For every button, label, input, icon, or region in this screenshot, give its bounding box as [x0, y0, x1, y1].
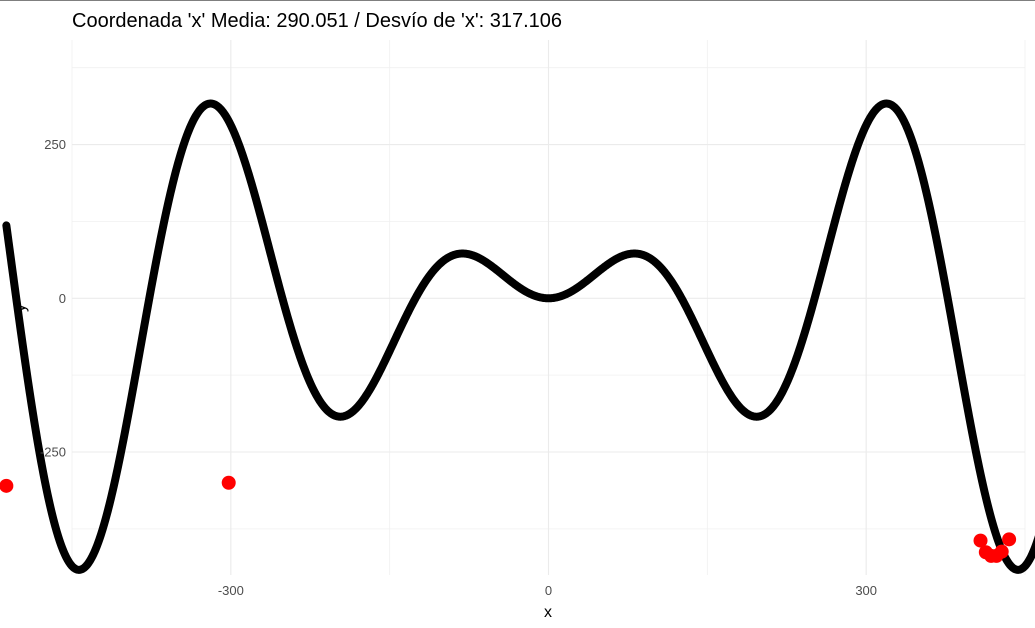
x-tick-labels: -300 0 300	[218, 583, 877, 598]
y-tick-label: 250	[44, 137, 66, 152]
chart-title: Coordenada 'x' Media: 290.051 / Desvío d…	[72, 10, 562, 32]
window-top-border	[0, 0, 1035, 1]
x-tick-label: 300	[855, 583, 877, 598]
highlight-point	[973, 533, 988, 548]
y-tick-label: 0	[59, 291, 66, 306]
x-tick-label: -300	[218, 583, 244, 598]
highlight-point	[221, 475, 236, 490]
highlight-point	[1002, 532, 1017, 547]
x-tick-label: 0	[545, 583, 552, 598]
grid-major	[72, 40, 1025, 575]
highlight-layer	[0, 475, 1017, 563]
x-axis-label: x	[544, 604, 552, 621]
highlight-point	[994, 544, 1009, 559]
y-tick-labels: -250 0 250	[40, 137, 66, 459]
y-axis-label: y	[12, 304, 29, 312]
curve-layer	[2, 99, 1035, 574]
y-tick-label: -250	[40, 445, 66, 460]
curve-series	[2, 99, 1035, 574]
highlight-point	[0, 478, 14, 493]
